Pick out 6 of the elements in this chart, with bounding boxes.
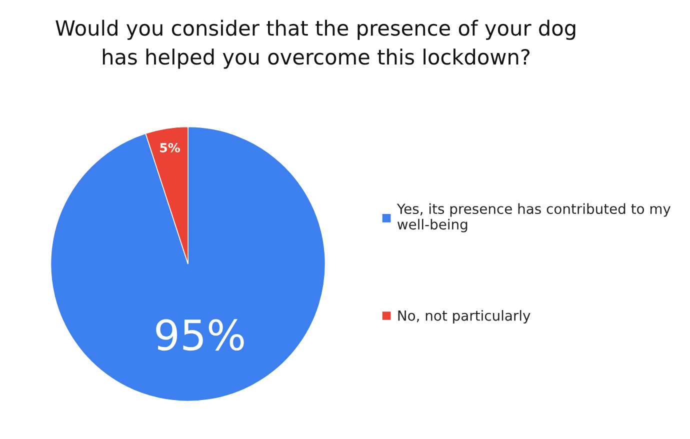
pie-slice [50,126,326,402]
legend-label: No, not particularly [398,310,530,324]
data-label: 5% [160,142,180,152]
data-label: 95% [156,319,244,351]
chart-title: Would you consider that the presence of your dog has helped you overcome this lockdown? [56,20,576,69]
legend-label: Yes, its presence has contributed to my well-being [396,203,671,232]
